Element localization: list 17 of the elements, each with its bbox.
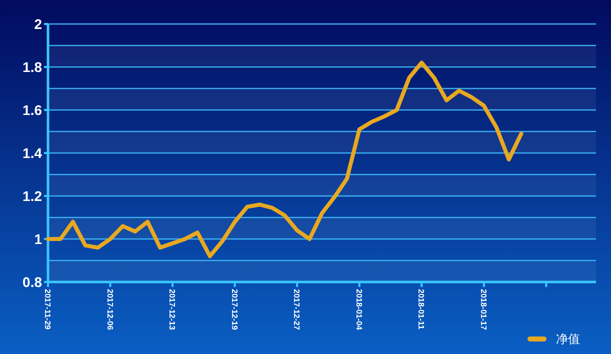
- x-tick-label: 2017-11-29: [43, 289, 52, 330]
- line-series: [46, 60, 524, 258]
- y-tick-label: 1.8: [22, 59, 42, 75]
- y-tick-label: 0.8: [22, 274, 42, 290]
- y-tick-label: 2: [34, 16, 42, 32]
- x-tick-label: 2018-01-11: [416, 289, 426, 330]
- y-tick-label: 1.2: [22, 188, 42, 204]
- x-tick-label: 2017-12-19: [230, 289, 239, 330]
- y-tick-label: 1.6: [22, 102, 42, 118]
- y-tick-label: 1.4: [22, 145, 42, 161]
- x-tick-label: 2018-01-17: [478, 289, 488, 330]
- x-tick-label: 2017-12-27: [292, 289, 302, 330]
- y-tick-label: 1: [34, 231, 42, 247]
- x-tick-label: 2017-12-13: [168, 289, 177, 330]
- legend-label: 净值: [556, 332, 580, 346]
- x-tick-label: 2018-01-04: [354, 289, 364, 330]
- x-tick-label: 2017-12-06: [105, 289, 114, 330]
